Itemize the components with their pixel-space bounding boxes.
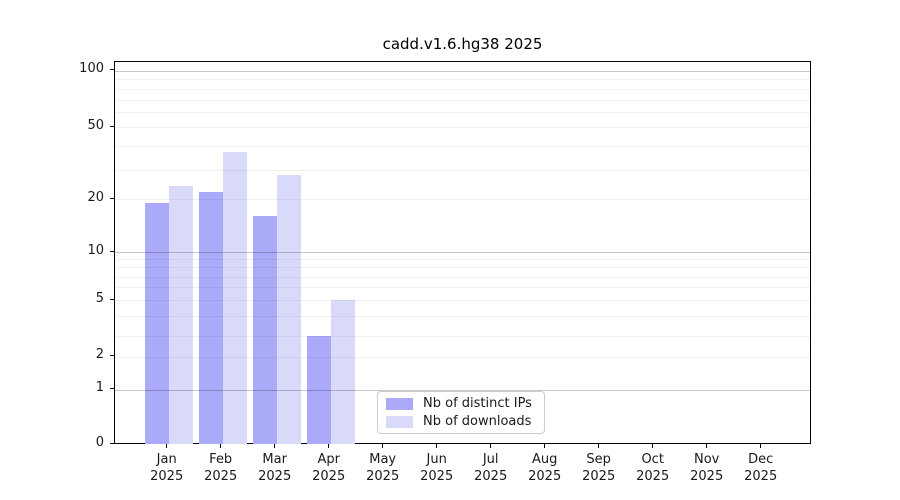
legend-label-distinct-ips: Nb of distinct IPs — [423, 396, 532, 411]
x-tick-label-feb: Feb 2025 — [204, 452, 238, 484]
x-tick-label-jan: Jan 2025 — [150, 452, 184, 484]
x-tick-label-apr: Apr 2025 — [312, 452, 346, 484]
x-tick-mark-nov — [706, 444, 708, 448]
x-tick-label-may: May 2025 — [366, 452, 400, 484]
bar-layer — [115, 62, 810, 444]
x-tick-mark-oct — [652, 444, 654, 448]
x-tick-mark-sep — [598, 444, 600, 448]
y-tick-mark-100 — [109, 69, 114, 71]
legend-label-downloads: Nb of downloads — [423, 414, 532, 429]
bar-apr-downloads — [330, 300, 355, 444]
y-tick-label-2: 2 — [95, 347, 104, 362]
x-tick-label-jun: Jun 2025 — [420, 452, 454, 484]
y-tick-label-1: 1 — [95, 380, 104, 395]
x-tick-label-sep: Sep 2025 — [582, 452, 616, 484]
bar-apr-distinct-ips — [306, 336, 331, 444]
y-tick-mark-10 — [109, 250, 114, 252]
x-tick-mark-mar — [274, 444, 276, 448]
y-tick-mark-1 — [109, 388, 114, 390]
bar-jan-distinct-ips — [144, 202, 169, 444]
y-tick-label-20: 20 — [87, 189, 104, 205]
x-tick-mark-apr — [328, 444, 330, 448]
x-tick-mark-feb — [220, 444, 222, 448]
x-tick-mark-may — [382, 444, 384, 448]
x-tick-label-aug: Aug 2025 — [528, 452, 562, 484]
y-tick-mark-20 — [109, 197, 114, 199]
x-tick-mark-dec — [760, 444, 762, 448]
x-tick-label-dec: Dec 2025 — [744, 452, 778, 484]
bar-mar-distinct-ips — [252, 216, 277, 444]
legend-item-distinct-ips: Nb of distinct IPs — [386, 396, 544, 411]
y-tick-mark-50 — [109, 125, 114, 127]
plot-area — [114, 61, 811, 444]
y-tick-mark-5 — [109, 298, 114, 300]
bar-feb-distinct-ips — [198, 192, 223, 444]
y-tick-label-100: 100 — [79, 61, 104, 76]
x-tick-mark-aug — [544, 444, 546, 448]
y-tick-label-10: 10 — [87, 242, 104, 258]
x-tick-label-oct: Oct 2025 — [636, 452, 670, 484]
x-tick-label-mar: Mar 2025 — [258, 452, 292, 484]
bar-mar-downloads — [276, 174, 301, 444]
y-tick-label-50: 50 — [87, 117, 104, 133]
legend: Nb of distinct IPs Nb of downloads — [377, 391, 545, 434]
y-tick-mark-0 — [109, 443, 114, 445]
x-tick-mark-jul — [490, 444, 492, 448]
y-tick-label-5: 5 — [95, 290, 104, 306]
x-tick-mark-jan — [166, 444, 168, 448]
legend-swatch-distinct-ips — [386, 397, 413, 410]
legend-swatch-downloads — [386, 415, 413, 428]
y-tick-label-0: 0 — [95, 435, 104, 450]
bar-feb-downloads — [222, 152, 247, 444]
bar-jan-downloads — [168, 185, 193, 444]
x-tick-label-nov: Nov 2025 — [690, 452, 724, 484]
y-tick-mark-2 — [109, 355, 114, 357]
x-tick-label-jul: Jul 2025 — [474, 452, 508, 484]
chart-title: cadd.v1.6.hg38 2025 — [382, 35, 543, 53]
x-tick-mark-jun — [436, 444, 438, 448]
legend-item-downloads: Nb of downloads — [386, 414, 544, 429]
